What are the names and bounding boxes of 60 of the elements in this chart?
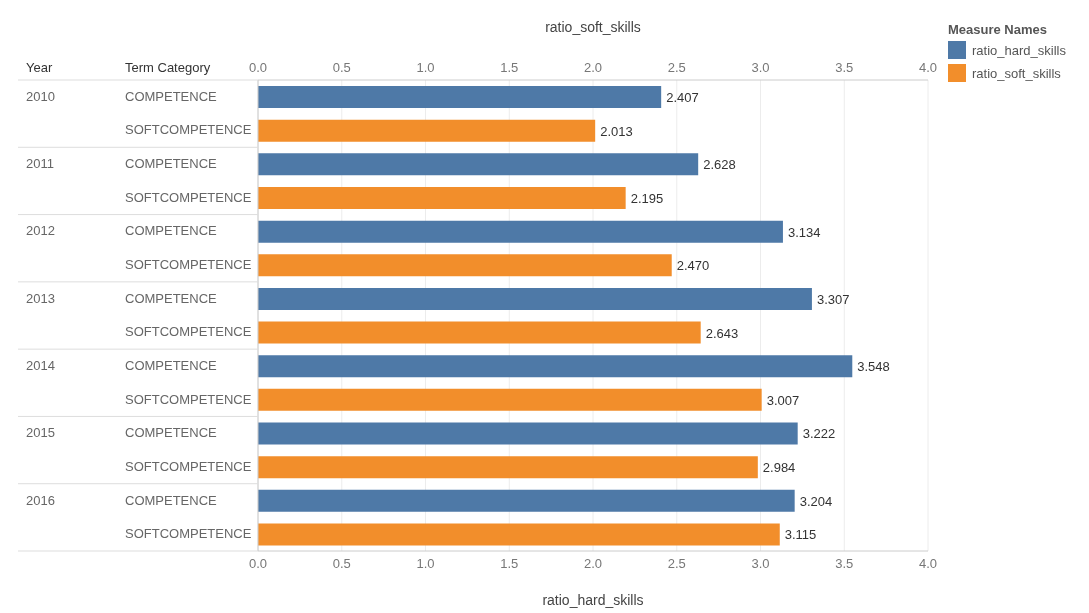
y-tick-label: SOFTCOMPETENCE: [125, 122, 252, 138]
data-label: 3.222: [802, 426, 836, 442]
data-label: 3.115: [784, 527, 817, 543]
legend-label: ratio_hard_skills: [972, 42, 1066, 58]
data-label: 2.643: [705, 325, 739, 341]
text: 2013: [26, 290, 55, 306]
data-label: 2.628: [703, 157, 736, 173]
text: 2012: [26, 223, 55, 239]
y-tick-label: SOFTCOMPETENCE: [125, 257, 252, 273]
x2-tick-label: 3.0: [751, 556, 770, 572]
y-tick-label: COMPETENCE: [125, 492, 218, 508]
text: 2016: [26, 492, 55, 508]
text: 2014: [26, 357, 55, 373]
x-tick-label: 1.5: [500, 60, 519, 75]
y-tick-label: SOFTCOMPETENCE: [125, 189, 252, 205]
x2-tick-label: 3.5: [835, 556, 854, 572]
data-label: 2.984: [762, 460, 796, 476]
y-tick-label: SOFTCOMPETENCE: [125, 526, 252, 542]
x-tick-label: 1.0: [416, 60, 435, 75]
x-tick-label: 2.0: [583, 60, 603, 75]
legend-label: ratio_soft_skills: [972, 65, 1061, 81]
x-tick-label: 3.5: [835, 60, 854, 75]
text: 2011: [26, 156, 54, 172]
text: Year: [26, 60, 53, 75]
x-axis-title: ratio_hard_skills: [542, 592, 644, 608]
x2-tick-label: 2.5: [667, 556, 686, 572]
y-tick-label: SOFTCOMPETENCE: [125, 324, 252, 340]
data-label: 3.307: [816, 291, 850, 307]
data-label: 3.007: [766, 392, 800, 408]
x-tick-label: 2.5: [667, 60, 686, 75]
x-tick-label: 4.0: [918, 60, 938, 75]
data-label: 2.013: [600, 123, 633, 139]
x2-tick-label: 1.5: [500, 556, 519, 572]
y-tick-label: SOFTCOMPETENCE: [125, 458, 252, 474]
x-tick-label: 0.0: [248, 60, 268, 75]
data-label: 3.548: [857, 359, 890, 375]
x2-tick-label: 2.0: [583, 556, 603, 572]
y-tick-label: COMPETENCE: [125, 156, 218, 172]
x-tick-label: 3.0: [751, 60, 770, 75]
data-label: 2.195: [630, 190, 664, 206]
x-tick-label: 0.5: [332, 60, 351, 75]
y-tick-label: SOFTCOMPETENCE: [125, 391, 252, 407]
data-label: 3.204: [799, 493, 833, 509]
data-label: 2.470: [676, 258, 710, 274]
y-tick-label: COMPETENCE: [125, 223, 218, 239]
x2-axis-title: ratio_soft_skills: [545, 18, 641, 35]
text: 2015: [26, 425, 55, 441]
y-tick-label: COMPETENCE: [125, 357, 218, 373]
y-tick-label: COMPETENCE: [125, 425, 218, 441]
text: 2010: [26, 88, 55, 104]
x2-tick-label: 1.0: [416, 556, 435, 572]
y-tick-label: COMPETENCE: [125, 290, 218, 306]
x2-tick-label: 4.0: [918, 556, 938, 572]
x2-tick-label: 0.5: [332, 556, 351, 572]
x2-tick-label: 0.0: [248, 556, 268, 572]
y-tick-label: COMPETENCE: [125, 88, 218, 104]
text: Term Category: [125, 60, 211, 75]
data-label: 2.407: [666, 90, 699, 106]
data-label: 3.134: [787, 224, 821, 240]
legend-title: Measure Names: [948, 22, 1048, 37]
